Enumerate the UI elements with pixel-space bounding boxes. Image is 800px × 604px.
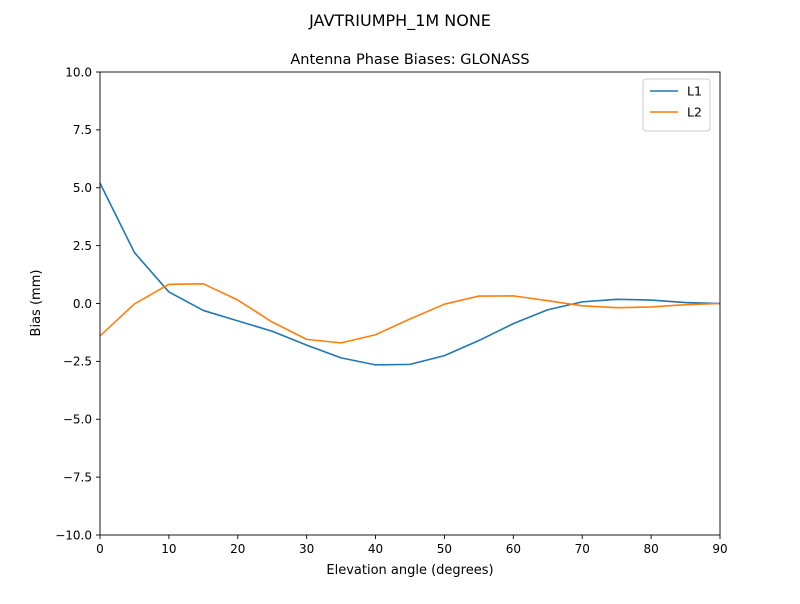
chart-suptitle: JAVTRIUMPH_1M NONE <box>308 11 491 31</box>
x-tick-label: 70 <box>575 542 590 556</box>
plot-area: 0 10 20 30 40 50 60 70 80 90 −10.0 −7.5 −5.0 −2.5 0.0 2… <box>55 65 727 556</box>
x-tick-label: 60 <box>506 542 521 556</box>
y-tick-label: −5.0 <box>63 413 92 427</box>
y-tick-label: 5.0 <box>73 181 92 195</box>
x-axis-label: Elevation angle (degrees) <box>326 563 493 578</box>
x-tick-label: 90 <box>712 542 727 556</box>
y-tick-label: −7.5 <box>63 470 92 484</box>
legend-label-l2: L2 <box>687 105 702 120</box>
x-tick-label: 20 <box>230 542 245 556</box>
x-tick-label: 30 <box>299 542 314 556</box>
y-tick-label: −10.0 <box>55 528 92 542</box>
legend-box <box>642 78 711 132</box>
series-line-l2 <box>99 283 721 344</box>
legend-label-l1: L1 <box>687 84 702 99</box>
x-tick-label: 10 <box>161 542 176 556</box>
y-tick-label: −2.5 <box>63 355 92 369</box>
y-axis-label: Bias (mm) <box>29 270 44 337</box>
x-tick-label: 0 <box>96 542 104 556</box>
x-tick-label: 50 <box>437 542 452 556</box>
y-tick-label: 10.0 <box>65 65 92 79</box>
series-line-l1 <box>99 182 721 366</box>
y-tick-label: 0.0 <box>73 297 92 311</box>
y-tick-label: 2.5 <box>73 239 92 253</box>
x-tick-label: 40 <box>368 542 383 556</box>
chart-title: Antenna Phase Biases: GLONASS <box>290 52 529 68</box>
y-tick-label: 7.5 <box>73 123 92 137</box>
x-tick-label: 80 <box>643 542 658 556</box>
